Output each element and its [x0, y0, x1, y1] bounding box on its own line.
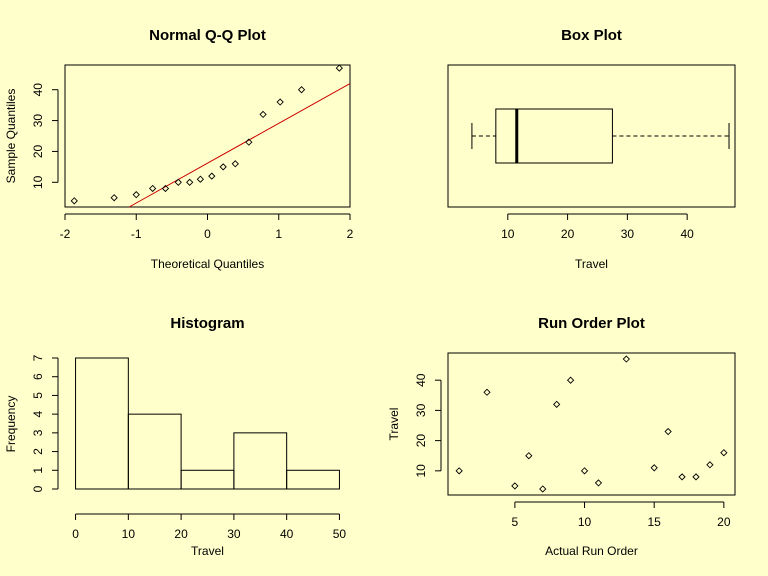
runorder-point	[553, 400, 561, 408]
runorder-x-tick-label: 15	[648, 515, 662, 529]
qq-point	[231, 160, 239, 168]
qq-x-tick-label: 0	[204, 227, 211, 241]
hist-x-tick-label: 30	[227, 527, 241, 541]
runorder-point	[511, 482, 519, 490]
hist-x-tick-label: 40	[280, 527, 294, 541]
hist-bar	[180, 469, 235, 490]
qq-point	[219, 163, 227, 171]
hist-title: Histogram	[170, 315, 244, 332]
hist-bar	[233, 432, 288, 490]
hist-y-tick-label: 3	[31, 429, 45, 436]
qq-x-axis-label: Theoretical Quantiles	[151, 257, 264, 271]
qq-point	[276, 98, 284, 106]
qq-y-tick-label: 20	[31, 144, 45, 158]
runorder-x-axis-label: Actual Run Order	[545, 544, 638, 558]
hist-x-tick-label: 50	[333, 527, 347, 541]
qq-x-tick-label: 2	[347, 227, 354, 241]
qq-point	[161, 184, 170, 193]
qq-y-tick-label: 40	[31, 83, 45, 97]
hist-y-tick-label: 2	[31, 448, 45, 455]
qq-y-tick-label: 10	[31, 175, 45, 189]
hist-bar	[286, 469, 340, 490]
hist-bar	[127, 413, 182, 490]
box-plot-frame	[447, 64, 736, 208]
hist-y-tick-label: 1	[31, 467, 45, 474]
qq-x-tick-label: -1	[131, 227, 142, 241]
qq-point	[174, 178, 182, 186]
runorder-point	[706, 461, 714, 469]
hist-panel: 0 10 20 30 40 50 0 1 2 3 4 5 6 7 Histogram Travel Freque…	[4, 315, 346, 558]
runorder-point	[594, 479, 603, 487]
runorder-point	[566, 376, 575, 384]
hist-x-tick-label: 10	[122, 527, 136, 541]
hist-y-axis-label: Frequency	[4, 396, 18, 453]
runorder-plot-frame	[447, 352, 736, 496]
runorder-point	[664, 427, 672, 436]
qq-panel: -2 -1 0 1 2 10 20 30 40 Normal Q-Q Plot Theoretica…	[4, 27, 354, 271]
hist-x-tick-label: 0	[72, 527, 79, 541]
qq-point	[335, 64, 343, 72]
runorder-x-tick-label: 20	[717, 515, 731, 529]
box-x-tick-label: 10	[501, 227, 515, 241]
qq-x-tick-label: -2	[60, 227, 71, 241]
qq-title: Normal Q-Q Plot	[149, 27, 266, 44]
qq-point	[186, 178, 194, 186]
qq-point	[110, 194, 118, 202]
runorder-y-tick-label: 40	[414, 373, 428, 387]
qq-x-tick-label: 1	[275, 227, 282, 241]
runorder-y-tick-label: 10	[414, 464, 428, 478]
runorder-point	[650, 464, 658, 472]
hist-bar	[75, 357, 129, 490]
hist-y-tick-label: 7	[31, 354, 45, 361]
qq-plot-frame	[64, 64, 351, 208]
qq-point	[149, 184, 157, 193]
box-panel: 10 20 30 40 Box Plot Travel	[447, 27, 736, 271]
box-title: Box Plot	[561, 27, 622, 44]
runorder-point	[525, 452, 533, 460]
hist-y-tick-label: 0	[31, 485, 45, 492]
box-x-tick-label: 30	[621, 227, 635, 241]
qq-point	[132, 191, 140, 199]
qq-point	[208, 172, 216, 180]
runorder-panel: 5 10 15 20 10 20 30 40 Run Order Plot Actual Run …	[387, 315, 736, 558]
runorder-point	[622, 355, 630, 363]
qq-y-axis-label: Sample Quantiles	[4, 89, 18, 184]
box-x-tick-label: 40	[680, 227, 694, 241]
qq-point	[70, 197, 78, 205]
runorder-title: Run Order Plot	[538, 315, 645, 332]
box-iqr-box	[495, 108, 613, 164]
runorder-y-tick-label: 20	[414, 434, 428, 448]
hist-y-tick-label: 4	[31, 410, 45, 417]
qq-point	[245, 138, 253, 146]
qq-point	[297, 86, 306, 94]
box-x-tick-label: 20	[561, 227, 575, 241]
runorder-point	[483, 388, 491, 396]
hist-y-tick-label: 5	[31, 392, 45, 399]
hist-x-axis-label: Travel	[191, 544, 224, 558]
qq-point	[196, 175, 205, 183]
qq-point	[259, 110, 267, 119]
runorder-point	[678, 473, 686, 481]
runorder-y-tick-label: 30	[414, 403, 428, 417]
runorder-point	[539, 485, 547, 493]
runorder-x-tick-label: 5	[512, 515, 519, 529]
runorder-point	[692, 473, 700, 481]
runorder-point	[455, 467, 463, 475]
runorder-x-tick-label: 10	[578, 515, 592, 529]
runorder-point	[580, 467, 589, 475]
box-x-axis-label: Travel	[575, 257, 608, 271]
runorder-y-axis-label: Travel	[387, 408, 401, 441]
runorder-point	[720, 449, 728, 457]
qq-y-tick-label: 30	[31, 114, 45, 128]
hist-x-tick-label: 20	[174, 527, 188, 541]
hist-y-tick-label: 6	[31, 373, 45, 380]
